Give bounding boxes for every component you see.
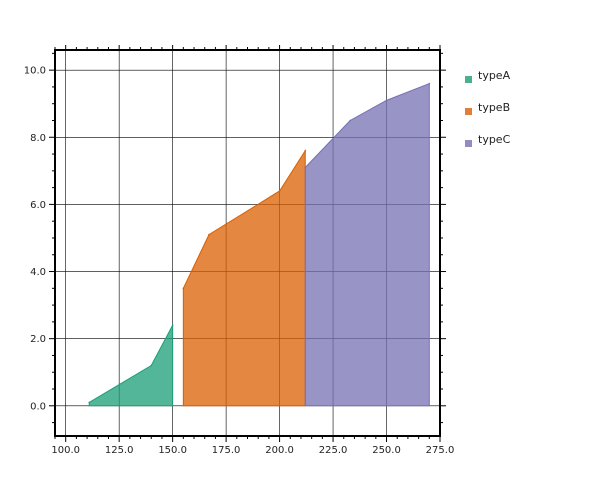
point-typeC-3 <box>428 82 431 85</box>
point-typeC-2 <box>385 99 388 102</box>
x-tick-label: 200.0 <box>265 445 294 456</box>
legend: typeA typeB typeC <box>465 69 511 147</box>
area-typeB <box>182 148 306 407</box>
point-typeB-1 <box>208 233 210 236</box>
axis-ticks: 100.0 125.0 150.0 175.0 200.0 225.0 250.0 275.0… <box>24 45 455 456</box>
x-tick-label: 150.0 <box>158 445 187 456</box>
y-tick-label: 6.0 <box>30 200 46 211</box>
y-tick-label: 2.0 <box>30 334 46 345</box>
point-typeA-1 <box>150 364 153 367</box>
y-tick-label: 8.0 <box>30 133 46 144</box>
legend-label-typeC: typeC <box>478 133 511 146</box>
point-typeB-0 <box>182 287 185 290</box>
y-tick-label: 4.0 <box>30 267 46 278</box>
point-typeA-2 <box>171 324 174 327</box>
y-tick-label: 10.0 <box>24 66 46 77</box>
series-areas <box>88 82 431 407</box>
x-tick-label: 125.0 <box>105 445 134 456</box>
y-tick-label: 0.0 <box>30 401 46 412</box>
x-tick-label: 100.0 <box>51 445 80 456</box>
area-typeA <box>88 325 174 407</box>
point-typeB-2 <box>278 190 281 192</box>
legend-swatch-typeA <box>465 76 472 83</box>
point-typeC-0 <box>304 166 307 169</box>
legend-swatch-typeB <box>465 108 472 115</box>
x-tick-label: 225.0 <box>319 445 348 456</box>
point-typeA-0 <box>88 401 91 404</box>
legend-swatch-typeC <box>465 140 472 147</box>
legend-label-typeB: typeB <box>478 101 510 114</box>
legend-label-typeA: typeA <box>478 69 511 82</box>
point-typeB-3 <box>304 149 307 152</box>
x-tick-label: 250.0 <box>372 445 401 456</box>
x-tick-label: 175.0 <box>212 445 241 456</box>
x-tick-label: 275.0 <box>426 445 455 456</box>
point-typeC-1 <box>349 119 351 122</box>
area-typeC <box>304 82 430 407</box>
